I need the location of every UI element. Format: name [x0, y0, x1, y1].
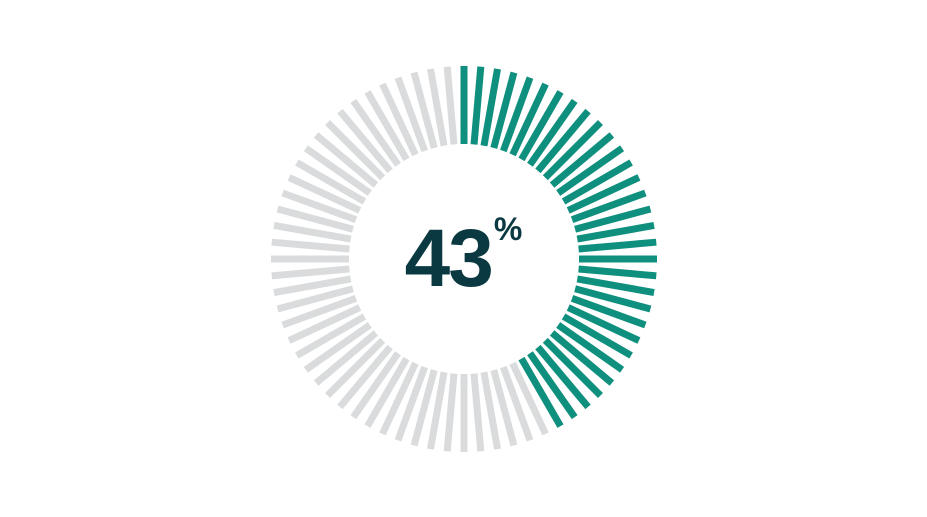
gauge-tick: [474, 373, 481, 451]
gauge-tick: [578, 242, 656, 249]
gauge-tick: [271, 269, 349, 276]
gauge-tick: [447, 373, 454, 451]
gauge-tick: [271, 242, 349, 249]
gauge-tick: [578, 269, 656, 276]
gauge-tick: [447, 66, 454, 144]
radial-percentage-gauge: 43 %: [271, 66, 657, 452]
gauge-ticks-svg: [271, 66, 657, 452]
gauge-tick: [474, 66, 481, 144]
